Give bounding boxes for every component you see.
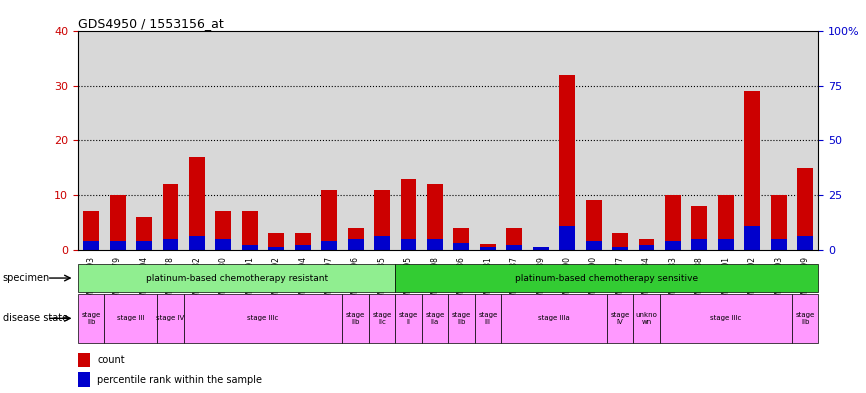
- Bar: [585, 200, 602, 250]
- Text: disease state: disease state: [3, 313, 68, 323]
- Bar: [347, 228, 364, 250]
- Bar: [105, 294, 158, 343]
- Bar: [507, 228, 522, 250]
- Bar: [242, 245, 258, 250]
- Text: stage
IIb: stage IIb: [346, 312, 365, 325]
- Bar: [347, 239, 364, 250]
- Text: percentile rank within the sample: percentile rank within the sample: [97, 375, 262, 385]
- Bar: [342, 294, 369, 343]
- Bar: [216, 211, 231, 250]
- Text: stage
II: stage II: [399, 312, 418, 325]
- Bar: [189, 157, 205, 250]
- Bar: [78, 264, 395, 292]
- Bar: [660, 294, 792, 343]
- Text: platinum-based chemotherapy sensitive: platinum-based chemotherapy sensitive: [515, 274, 698, 283]
- Text: stage IIIa: stage IIIa: [538, 315, 570, 321]
- Bar: [158, 294, 184, 343]
- Bar: [691, 206, 708, 250]
- Bar: [798, 237, 813, 250]
- Text: platinum-based chemotherapy resistant: platinum-based chemotherapy resistant: [145, 274, 327, 283]
- Bar: [559, 226, 575, 250]
- Text: stage IV: stage IV: [157, 315, 184, 321]
- Text: stage III: stage III: [117, 315, 145, 321]
- Bar: [184, 294, 342, 343]
- Bar: [216, 239, 231, 250]
- Bar: [665, 195, 681, 250]
- Bar: [294, 233, 311, 250]
- Bar: [136, 217, 152, 250]
- Bar: [369, 294, 395, 343]
- Bar: [422, 294, 449, 343]
- Bar: [638, 245, 655, 250]
- Bar: [559, 75, 575, 250]
- Bar: [427, 184, 443, 250]
- Text: unkno
wn: unkno wn: [636, 312, 657, 325]
- Bar: [665, 241, 681, 250]
- Bar: [374, 237, 390, 250]
- Bar: [454, 243, 469, 250]
- Bar: [585, 241, 602, 250]
- Bar: [744, 92, 760, 250]
- Bar: [607, 294, 633, 343]
- Text: stage
IIa: stage IIa: [425, 312, 444, 325]
- Bar: [110, 241, 126, 250]
- Bar: [110, 195, 126, 250]
- Text: stage
IIb: stage IIb: [452, 312, 471, 325]
- Text: stage IIIc: stage IIIc: [710, 315, 741, 321]
- Bar: [507, 245, 522, 250]
- Text: stage IIIc: stage IIIc: [248, 315, 279, 321]
- Text: specimen: specimen: [3, 273, 50, 283]
- Bar: [798, 168, 813, 250]
- Text: count: count: [97, 355, 125, 365]
- Text: stage
IIc: stage IIc: [372, 312, 391, 325]
- Bar: [792, 294, 818, 343]
- Bar: [480, 247, 495, 250]
- Bar: [395, 264, 818, 292]
- Bar: [395, 294, 422, 343]
- Text: GDS4950 / 1553156_at: GDS4950 / 1553156_at: [78, 17, 223, 30]
- Text: stage
IV: stage IV: [611, 312, 630, 325]
- Bar: [533, 247, 549, 250]
- Bar: [449, 294, 475, 343]
- Bar: [321, 189, 337, 250]
- Bar: [83, 241, 99, 250]
- Bar: [268, 233, 284, 250]
- Bar: [78, 372, 90, 387]
- Bar: [480, 244, 495, 250]
- Bar: [321, 241, 337, 250]
- Bar: [501, 294, 607, 343]
- Bar: [691, 239, 708, 250]
- Bar: [401, 179, 417, 250]
- Bar: [294, 245, 311, 250]
- Bar: [78, 294, 105, 343]
- Bar: [401, 239, 417, 250]
- Bar: [612, 247, 628, 250]
- Bar: [633, 294, 660, 343]
- Bar: [78, 353, 90, 367]
- Bar: [83, 211, 99, 250]
- Bar: [718, 195, 734, 250]
- Bar: [136, 241, 152, 250]
- Bar: [744, 226, 760, 250]
- Bar: [771, 239, 786, 250]
- Bar: [189, 237, 205, 250]
- Bar: [163, 184, 178, 250]
- Bar: [242, 211, 258, 250]
- Bar: [718, 239, 734, 250]
- Text: stage
IIb: stage IIb: [796, 312, 815, 325]
- Bar: [268, 247, 284, 250]
- Bar: [163, 239, 178, 250]
- Bar: [771, 195, 786, 250]
- Bar: [454, 228, 469, 250]
- Bar: [638, 239, 655, 250]
- Text: stage
III: stage III: [478, 312, 497, 325]
- Text: stage
IIb: stage IIb: [81, 312, 100, 325]
- Bar: [612, 233, 628, 250]
- Bar: [427, 239, 443, 250]
- Bar: [374, 189, 390, 250]
- Bar: [475, 294, 501, 343]
